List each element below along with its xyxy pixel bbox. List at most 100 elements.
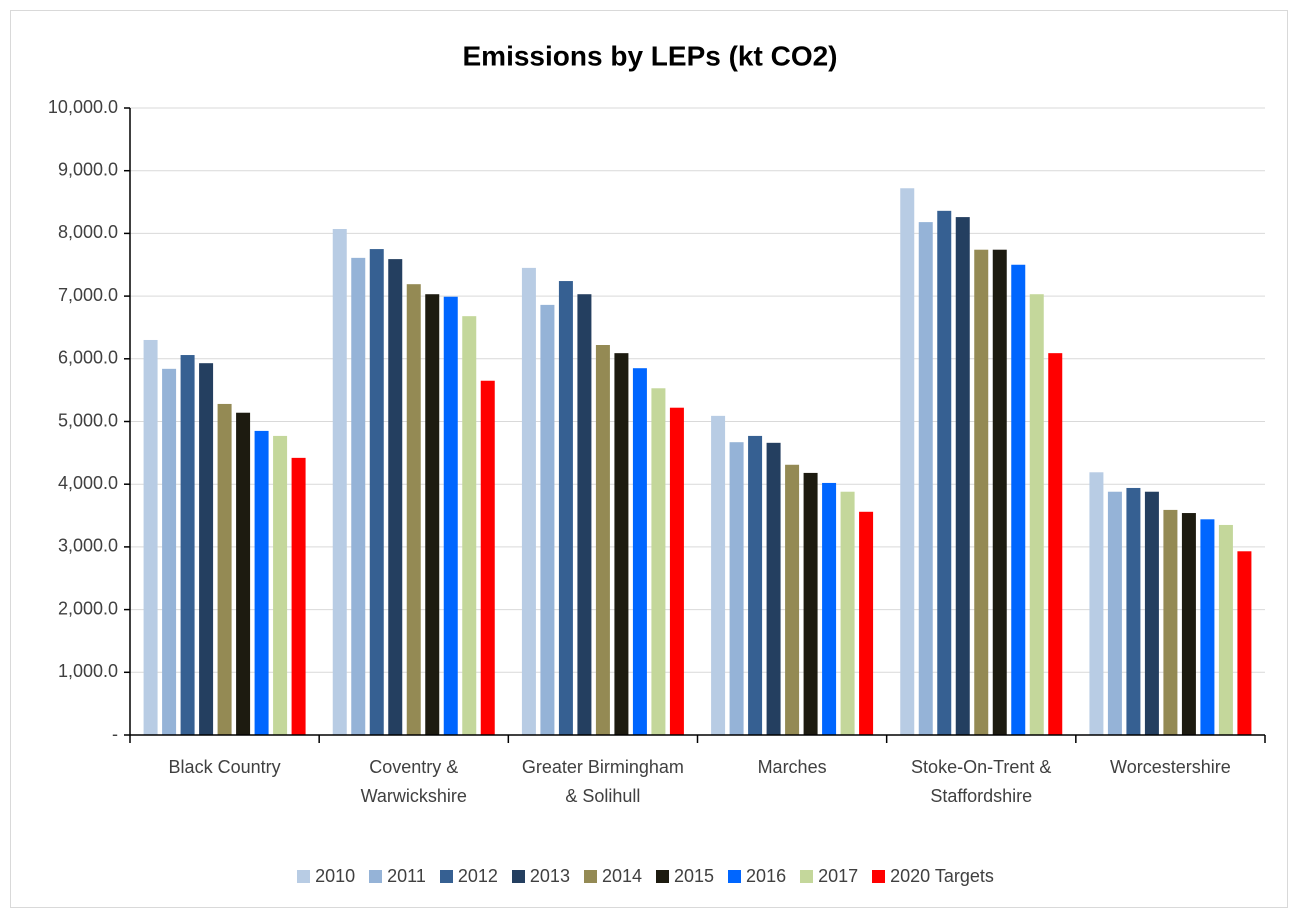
x-tick-label: Stoke-On-Trent & Staffordshire (911, 757, 1052, 806)
legend: 2010 2011 2012 2013 2014 2015 2016 2017 2020 Tar… (0, 866, 1291, 887)
legend-swatch (511, 870, 525, 883)
y-tick-label: 8,000.0 (58, 222, 118, 242)
legend-label: 2010 (315, 866, 356, 886)
legend-label: 2012 (457, 866, 498, 886)
bar (443, 296, 458, 735)
x-tick-label: Greater Birmingham & Solihull (521, 757, 684, 806)
bar (1107, 491, 1122, 735)
legend-label: 2017 (818, 866, 859, 886)
legend-label: 2016 (746, 866, 787, 886)
legend-item: 2013 (511, 866, 570, 887)
bar (711, 415, 726, 735)
bar (1237, 551, 1252, 735)
bar (822, 482, 837, 735)
bar (803, 472, 818, 735)
bar (1200, 519, 1215, 735)
y-tick-label: 5,000.0 (58, 410, 118, 430)
bar (388, 259, 403, 735)
legend-label: 2014 (601, 866, 642, 886)
bar (540, 304, 555, 735)
y-tick-label: - (112, 724, 118, 744)
legend-item: 2015 (656, 866, 714, 887)
bar (577, 294, 592, 735)
x-tick-label: Worcestershire (1110, 757, 1231, 777)
bar (955, 217, 970, 735)
bar (558, 281, 573, 735)
legend-label: 2013 (529, 866, 570, 886)
legend-item: 2012 (439, 866, 498, 887)
bar (217, 403, 232, 735)
chart-frame (10, 10, 1288, 908)
bar (332, 229, 347, 736)
bar (937, 210, 952, 735)
bar (406, 284, 421, 735)
bar (1218, 524, 1233, 735)
bar (748, 435, 763, 735)
legend-item: 2017 (800, 866, 858, 887)
legend-swatch (800, 870, 814, 883)
bar (729, 442, 744, 735)
legend-swatch (872, 870, 886, 883)
bar (918, 222, 933, 735)
bar (785, 464, 800, 735)
bar (273, 435, 288, 735)
bar (766, 442, 781, 735)
bar (291, 457, 306, 735)
legend-item: 2014 (583, 866, 642, 887)
legend-label: 2011 (387, 866, 426, 886)
bar (992, 249, 1007, 735)
bar (595, 345, 610, 735)
bar (840, 491, 855, 735)
bar (162, 368, 177, 735)
legend-item: 2011 (369, 866, 426, 887)
x-tick-label: Marches (757, 757, 827, 777)
bar (1163, 509, 1178, 735)
y-tick-label: 10,000.0 (48, 97, 118, 117)
bar (236, 412, 251, 735)
y-tick-label: 6,000.0 (58, 348, 118, 368)
x-tick-label: Black Country (168, 757, 281, 777)
legend-item: 2016 (728, 866, 786, 887)
bar (632, 368, 647, 735)
bar (480, 380, 495, 735)
legend-item: 2020 Targets (872, 866, 994, 887)
bar (614, 353, 629, 735)
legend-swatch (728, 870, 742, 883)
bar (199, 363, 214, 735)
bar (521, 267, 536, 735)
bar (180, 355, 195, 735)
bar (1144, 491, 1159, 735)
bar (900, 188, 915, 736)
bar (1089, 472, 1104, 735)
legend-label: 2015 (674, 866, 715, 886)
bar (651, 388, 666, 735)
legend-label: 2020 Targets (890, 866, 994, 886)
y-tick-label: 1,000.0 (58, 661, 118, 681)
y-tick-label: 7,000.0 (58, 285, 118, 305)
x-tick-label: Coventry & Warwickshire (360, 757, 467, 806)
legend-swatch (656, 870, 669, 883)
legend-swatch (439, 870, 453, 883)
bar (1029, 294, 1044, 735)
chart-title: Emissions by LEPs (kt CO2) (463, 40, 838, 71)
bar (974, 249, 989, 735)
bar (1011, 264, 1026, 735)
y-tick-label: 9,000.0 (58, 159, 118, 179)
bar (1181, 513, 1196, 735)
bar (369, 249, 384, 735)
y-tick-label: 4,000.0 (58, 473, 118, 493)
y-tick-label: 3,000.0 (58, 536, 118, 556)
bar (425, 294, 440, 735)
y-tick-label: 2,000.0 (58, 598, 118, 618)
legend-swatch (369, 870, 383, 883)
bar (254, 430, 269, 735)
bar (1126, 487, 1141, 735)
bar (462, 316, 477, 735)
bar (669, 407, 684, 735)
bar (143, 339, 158, 735)
bar (351, 257, 366, 735)
legend-swatch (297, 870, 311, 883)
legend-item: 2010 (297, 866, 355, 887)
